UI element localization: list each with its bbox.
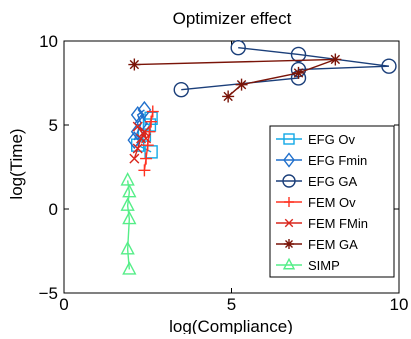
data-point-x [141,133,152,144]
data-point-circle [290,46,307,63]
data-point-triangle [120,197,135,211]
data-point-star [222,90,235,103]
series-line [181,47,390,91]
data-point-triangle [122,210,137,225]
y-tick-label: 10 [39,32,58,51]
data-point-x [132,143,143,154]
data-point-plus [146,105,159,118]
data-point-plus [145,115,158,128]
data-point-circle [173,82,189,98]
data-point-square [283,133,295,145]
data-point-triangle [282,257,296,270]
data-point-star [292,66,305,79]
legend-label: EFG Fmin [308,153,367,168]
x-tick-label: 0 [59,295,68,314]
legend-entry: FEM GA [276,237,358,252]
data-point-x [132,121,143,132]
chart-title: Optimizer effect [173,9,292,28]
data-point-plus [140,152,153,165]
y-tick-label: 5 [49,116,58,135]
data-point-circle [230,40,246,56]
data-point-triangle [122,183,137,198]
data-point-plus [284,197,294,207]
legend-label: EFG GA [308,174,357,189]
series-fem-ga [128,53,342,103]
y-tick-label: 0 [49,200,58,219]
legend-entry: FEM FMin [276,216,368,231]
series-simp [120,172,137,275]
x-tick-label: 10 [390,295,409,314]
chart-legend: EFG Ov EFG Fmin EFG GA FEM Ov FEM FMin FEM GA… [269,125,395,278]
legend-label: SIMP [308,258,340,273]
data-point-diamond [137,100,152,119]
data-point-diamond [127,131,142,150]
data-point-diamond [283,152,295,168]
x-tick-label: 5 [227,295,236,314]
data-point-diamond [130,105,145,124]
data-point-triangle [120,240,135,255]
data-point-triangle [122,261,137,275]
data-point-star [284,239,294,249]
legend-label: FEM FMin [308,216,368,231]
legend-entry: SIMP [276,257,340,273]
data-point-star [235,78,248,91]
x-axis-label: log(Compliance) [169,317,293,334]
series-fem-fmin [129,121,152,164]
data-point-star [329,53,342,66]
data-point-triangle [120,172,135,186]
data-point-plus [138,164,151,177]
series-efg-ga [173,40,397,98]
legend-entry: EFG GA [276,174,357,189]
data-point-square [144,145,158,159]
data-point-circle [381,58,397,74]
data-point-x [129,153,140,164]
data-point-plus [141,139,154,152]
legend-entry: FEM Ov [276,195,356,210]
data-point-star [128,58,141,71]
legend-entry: EFG Ov [276,132,355,147]
data-point-circle [282,174,296,188]
legend-entry: EFG Fmin [276,152,367,168]
data-point-x [284,218,294,228]
legend-label: FEM GA [308,237,358,252]
legend-label: EFG Ov [308,132,355,147]
y-tick-label: −5 [39,284,58,303]
y-axis-label: log(Time) [7,128,26,199]
legend-label: FEM Ov [308,195,356,210]
series-layer [120,40,397,275]
